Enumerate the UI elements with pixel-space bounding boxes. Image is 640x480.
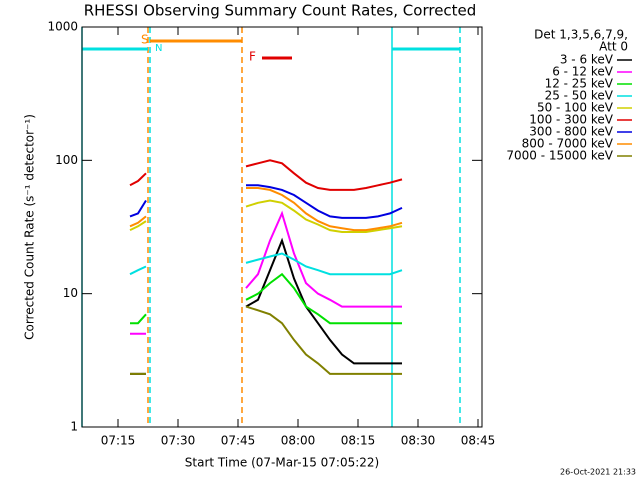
legend-label: 800 - 7000 keV: [522, 137, 614, 151]
series-line: [130, 210, 402, 335]
y-tick-label: 1: [70, 420, 78, 434]
series-line: [130, 305, 402, 375]
legend-title: Det 1,3,5,6,7,9,: [534, 28, 628, 42]
x-tick-label: 07:45: [221, 434, 256, 448]
annotation: S: [141, 33, 149, 47]
y-tick-label: 10: [63, 286, 78, 300]
x-tick-label: 07:30: [161, 434, 196, 448]
legend-title: Att 0: [599, 40, 628, 54]
legend-label: 7000 - 15000 keV: [506, 149, 613, 163]
y-tick-label: 100: [55, 153, 78, 167]
legend-label: 300 - 800 keV: [529, 125, 613, 139]
series-line: [129, 187, 403, 232]
y-axis-label: Corrected Count Rate (s⁻¹ detector⁻¹): [23, 114, 37, 340]
series-line: [129, 159, 403, 191]
legend-label: 6 - 12 keV: [552, 65, 614, 79]
x-tick-label: 08:00: [281, 434, 316, 448]
y-tick-label: 1000: [47, 20, 78, 34]
series-line: [129, 252, 403, 276]
series-line: [130, 272, 402, 325]
plot-frame: [81, 26, 483, 428]
x-tick-label: 08:45: [461, 434, 496, 448]
x-tick-label: 07:15: [101, 434, 136, 448]
annotation: N: [155, 43, 162, 54]
x-tick-label: 08:30: [401, 434, 436, 448]
series-line: [129, 184, 403, 219]
chart-title: RHESSI Observing Summary Count Rates, Co…: [84, 2, 477, 20]
legend-label: 12 - 25 keV: [545, 77, 614, 91]
series-line: [129, 199, 403, 233]
legend-label: 3 - 6 keV: [560, 53, 614, 67]
x-tick-label: 08:15: [341, 434, 376, 448]
annotation: F: [249, 50, 256, 64]
legend-label: 100 - 300 keV: [529, 113, 613, 127]
footer: 26-Oct-2021 21:33: [560, 468, 636, 477]
legend-label: 50 - 100 keV: [537, 101, 614, 115]
legend-label: 25 - 50 keV: [545, 89, 614, 103]
x-axis-label: Start Time (07-Mar-15 07:05:22): [185, 456, 379, 470]
